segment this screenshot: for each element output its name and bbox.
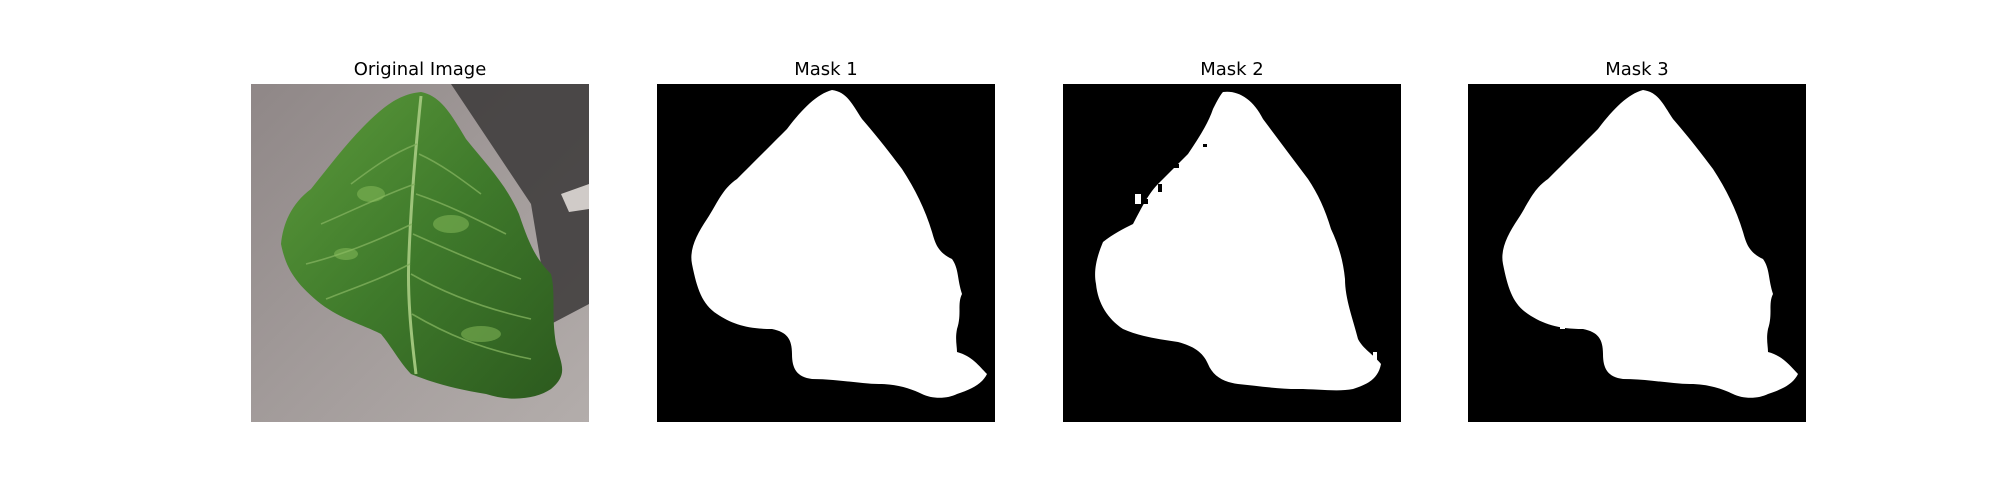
original-image <box>251 84 589 422</box>
leaf-midrib <box>406 95 423 375</box>
mask-region <box>1095 91 1381 391</box>
mask-3-image <box>1468 84 1806 422</box>
mask-specks <box>1560 324 1686 370</box>
panel-title: Mask 3 <box>1605 59 1669 80</box>
leaf-shadow <box>451 84 589 324</box>
mask-region <box>1502 90 1798 398</box>
background-object <box>561 184 589 212</box>
mask-specks <box>1135 194 1377 368</box>
leaf-veins <box>305 143 532 360</box>
panel-title: Original Image <box>353 59 487 80</box>
mask-2-image <box>1063 84 1401 422</box>
leaf-highlights <box>334 186 501 342</box>
mask-1-image <box>657 84 995 422</box>
leaf <box>281 92 563 399</box>
panel-title: Mask 1 <box>794 59 858 80</box>
mask-holes <box>1143 144 1207 204</box>
panel-title: Mask 2 <box>1200 59 1264 80</box>
mask-region <box>691 90 987 398</box>
